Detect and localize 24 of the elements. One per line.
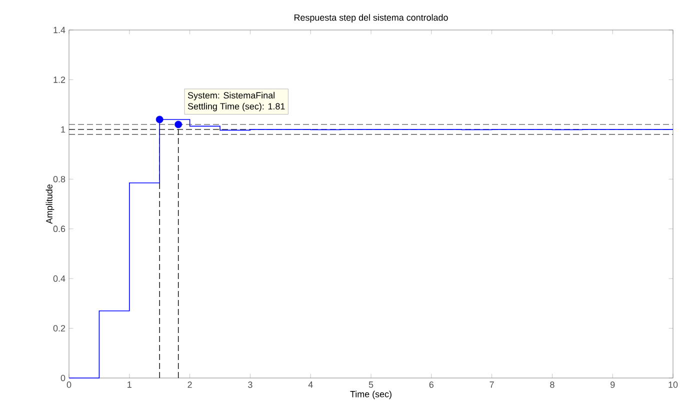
y-tick-label: 1 [61, 126, 66, 133]
annotation: Settling Time (sec): 1.81 [188, 102, 285, 112]
y-tick-label: 0.6 [53, 226, 66, 232]
x-tick-label: 8 [550, 382, 554, 388]
x-tick-label: 1 [128, 382, 132, 388]
chart-title: Respuesta step del sistema controlado [294, 14, 448, 22]
x-tick-label: 9 [610, 382, 615, 388]
x-tick-label: 3 [248, 382, 252, 388]
x-tick-label: 4 [308, 382, 313, 388]
annotation: System: SistemaFinal [188, 92, 274, 100]
x-tick-label: 7 [490, 382, 494, 388]
y-tick-label: 0.2 [53, 325, 66, 332]
x-tick-label: 5 [368, 382, 374, 388]
x-tick-label: 6 [429, 382, 434, 388]
x-tick-label: 0 [66, 382, 72, 388]
y-axis-title: Amplitude [46, 184, 54, 224]
y-tick-label: 1.2 [54, 76, 66, 83]
y-tick-label: 0.8 [53, 176, 66, 182]
y-tick-label: 0 [60, 374, 66, 382]
x-tick-label: 2 [188, 382, 192, 388]
y-tick-label: 0.4 [53, 275, 66, 282]
y-tick-label: 1.4 [54, 26, 66, 34]
x-axis-title: Time (sec) [350, 390, 392, 400]
x-tick-label: 10 [668, 382, 678, 388]
